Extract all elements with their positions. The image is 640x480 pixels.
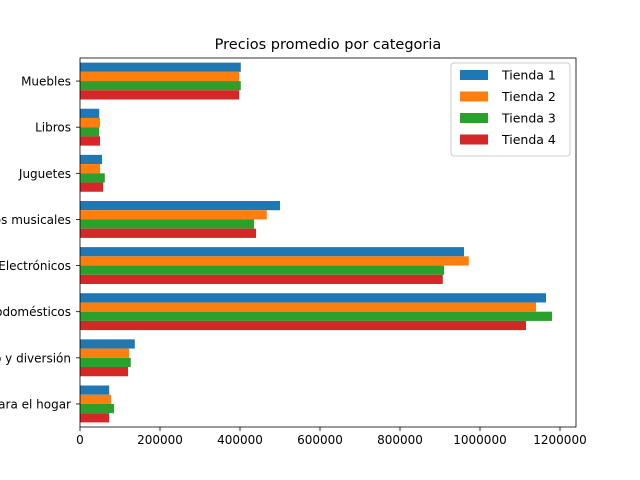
y-axis: Muebles Libros Juguetes Instrumentos musica… — [0, 75, 80, 411]
bar-1-1 — [80, 62, 241, 72]
bar-1-2 — [80, 108, 100, 118]
x-tick-label: 200000 — [137, 433, 183, 447]
bar-1-6 — [80, 293, 546, 303]
x-tick-label: 800000 — [377, 433, 423, 447]
bar-2-6 — [80, 302, 536, 312]
bar-4-4 — [80, 228, 256, 238]
y-tick-label: Libros — [35, 121, 71, 135]
bar-3-3 — [80, 173, 105, 183]
bar-4-8 — [80, 413, 110, 423]
legend-swatch — [460, 70, 488, 80]
bar-2-5 — [80, 256, 469, 266]
y-tick-label: Electrodomésticos — [0, 305, 71, 319]
y-tick-label: Entretenimiento y diversión — [0, 351, 71, 365]
bar-4-3 — [80, 182, 104, 192]
bar-3-1 — [80, 81, 241, 91]
bar-3-5 — [80, 265, 444, 275]
bar-4-7 — [80, 367, 128, 377]
legend-box — [450, 62, 571, 157]
bar-2-2 — [80, 117, 100, 128]
bar-3-4 — [80, 219, 254, 229]
legend-label: Tienda 2 — [501, 89, 556, 104]
legend-label: Tienda 3 — [501, 111, 556, 126]
bar-2-7 — [80, 348, 130, 358]
legend-label: Tienda 1 — [501, 68, 556, 83]
y-tick-label: Muebles — [21, 75, 71, 89]
y-tick-label: Electrónicos — [0, 259, 71, 273]
legend-label: Tienda 4 — [501, 132, 556, 147]
bar-4-6 — [80, 320, 526, 331]
bar-2-4 — [80, 210, 267, 220]
x-tick-label: 400000 — [217, 433, 263, 447]
y-tick-label: Juguetes — [18, 167, 71, 181]
bar-3-2 — [80, 127, 100, 137]
bars-layer — [80, 62, 552, 423]
bar-3-6 — [80, 311, 552, 321]
x-tick-label: 1200000 — [533, 433, 586, 447]
bar-2-3 — [80, 164, 100, 174]
legend-swatch — [460, 91, 488, 102]
bar-4-2 — [80, 136, 100, 146]
legend-swatch — [460, 134, 488, 145]
x-axis: 0 200000 400000 600000 800000 1000000 1200000 — [76, 427, 587, 447]
bar-1-8 — [80, 385, 110, 395]
bar-1-4 — [80, 200, 280, 211]
x-tick-label: 1000000 — [453, 433, 506, 447]
bar-2-8 — [80, 394, 112, 404]
legend-swatch — [460, 113, 488, 123]
legend: Tienda 1 Tienda 2 Tienda 3 Tienda 4 — [450, 62, 571, 157]
x-tick-label: 600000 — [297, 433, 343, 447]
bar-3-7 — [80, 357, 131, 368]
bar-1-3 — [80, 154, 102, 165]
chart-title: Precios promedio por categoria — [215, 37, 442, 53]
bar-1-7 — [80, 339, 135, 349]
bar-4-5 — [80, 274, 443, 285]
bar-4-1 — [80, 90, 240, 100]
bar-3-8 — [80, 403, 114, 414]
bar-2-1 — [80, 71, 240, 82]
x-tick-label: 0 — [76, 433, 84, 447]
bar-1-5 — [80, 247, 464, 257]
plot-frame — [79, 57, 577, 428]
y-tick-label: Instrumentos musicales — [0, 213, 71, 227]
y-tick-label: Artículos para el hogar — [0, 397, 71, 411]
